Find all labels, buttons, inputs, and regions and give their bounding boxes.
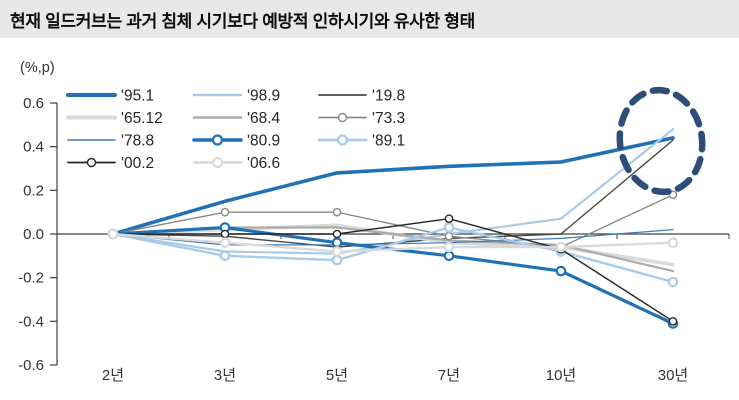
y-tick-label: 0.4 [23,139,44,156]
x-tick-label: 10년 [546,367,577,384]
title-bar: 현재 일드커브는 과거 침체 시기보다 예방적 인하시기와 유사한 형태 [0,0,739,38]
legend-label: '65.12 [121,110,163,127]
highlight-dashed-ellipse [616,86,706,196]
legend-label: '73.3 [372,110,405,127]
chart-title: 현재 일드커브는 과거 침체 시기보다 예방적 인하시기와 유사한 형태 [10,11,475,31]
x-tick-label: 2년 [102,367,124,384]
series-marker-066 [107,228,119,240]
x-tick-label: 7년 [438,367,460,384]
series-marker-066 [443,241,455,253]
series-marker-733 [332,207,342,217]
legend-label: '19.8 [372,88,405,105]
series-line-891 [111,226,675,284]
legend-label: '68.4 [247,110,281,127]
legend-marker-sample [211,156,224,169]
series-marker-891 [331,254,343,266]
legend-marker-sample [336,134,349,146]
y-tick-label: -0.6 [18,357,44,374]
series-marker-809 [555,265,567,277]
series-line-733 [112,193,674,248]
series-marker-809 [331,237,343,248]
series-marker-891 [219,250,231,262]
legend-marker-sample [337,112,348,123]
y-axis-unit-label: (%,p) [20,60,55,76]
series-marker-891 [443,222,455,233]
series-marker-809 [443,250,455,262]
y-tick-label: 0.2 [23,182,44,199]
series-marker-733 [444,231,454,241]
series-marker-002 [332,229,342,239]
legend-marker-sample [211,134,224,146]
legend-label: '95.1 [121,88,154,105]
series-marker-066 [555,241,567,253]
series-line-002 [112,217,674,322]
legend-label: '00.2 [121,155,154,172]
series-marker-002 [220,229,230,239]
series-marker-891 [667,276,679,288]
legend-label: '80.9 [247,133,280,150]
y-tick-label: 0.0 [23,226,44,243]
series-marker-066 [219,237,231,248]
legend-label: '06.6 [247,155,280,172]
series-line-951 [111,136,675,236]
y-tick-label: -0.2 [18,270,44,287]
series-marker-066 [667,237,679,248]
y-tick-label: 0.6 [23,95,44,112]
series-line-066 [111,232,675,253]
series-marker-066 [331,246,343,257]
y-tick-label: -0.4 [18,313,44,330]
series-marker-002 [668,316,678,326]
legend-label: '78.8 [121,133,154,150]
legend-label: '89.1 [372,133,405,150]
series-marker-733 [220,207,230,217]
x-tick-label: 30년 [658,367,689,384]
legend-label: '98.9 [247,88,280,105]
x-tick-label: 3년 [214,367,236,384]
series-marker-002 [444,214,454,223]
legend-marker-sample [86,157,97,168]
x-tick-label: 5년 [326,367,348,384]
